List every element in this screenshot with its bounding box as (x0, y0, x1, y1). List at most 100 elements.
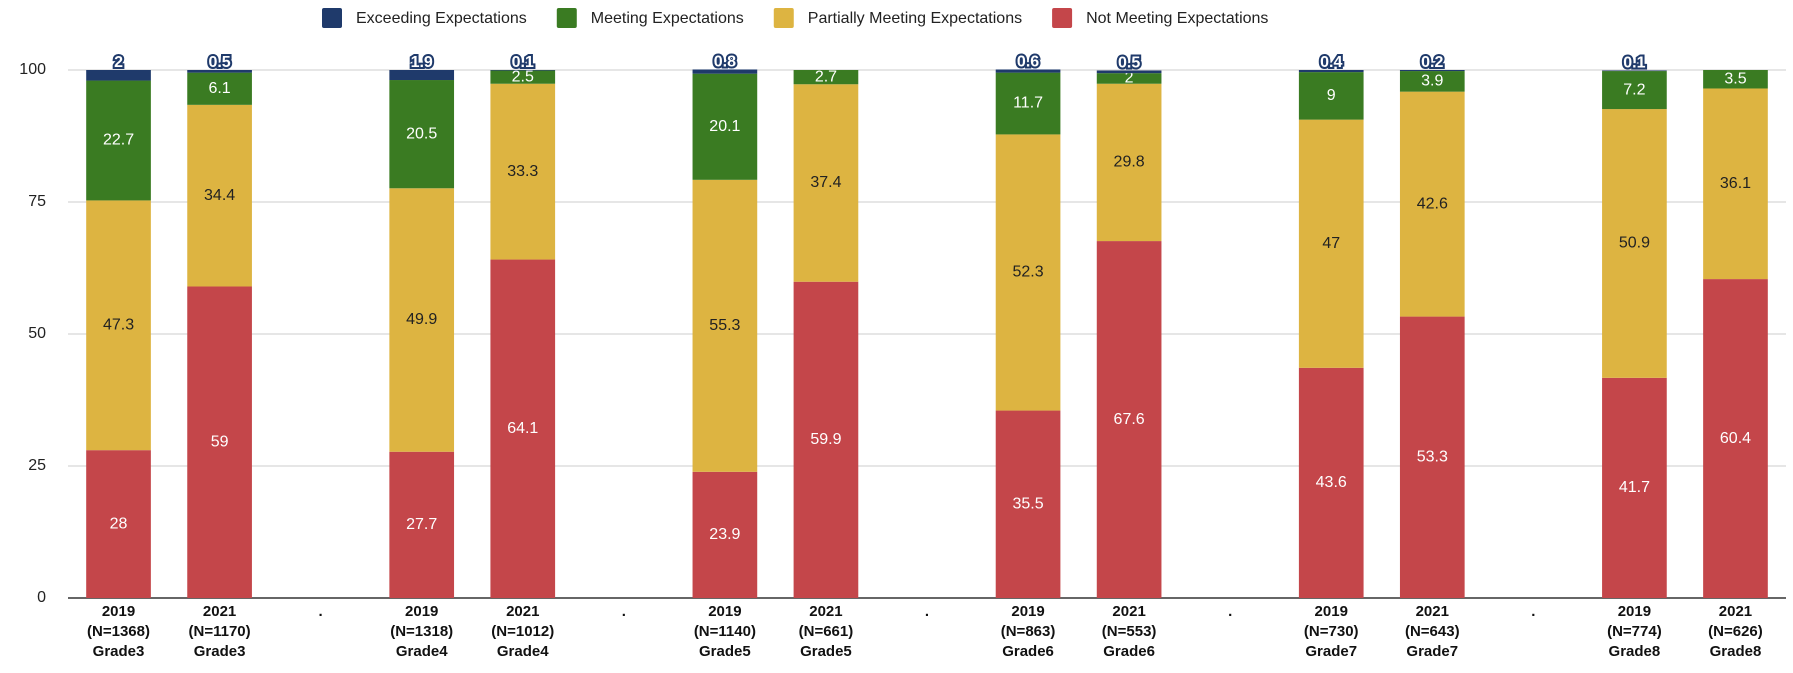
bar-segment (490, 83, 556, 260)
bar-segment (793, 281, 859, 598)
bar-segment (995, 134, 1061, 411)
bar-segment (692, 471, 758, 598)
bar-segment (1399, 316, 1465, 598)
data-label: 20.1 (709, 118, 740, 135)
legend-label: Meeting Expectations (591, 10, 744, 27)
x-tick-label: 2021 (N=626) Grade8 (1708, 603, 1763, 660)
data-label: 2.7 (815, 68, 837, 85)
bar-segment (692, 179, 758, 472)
data-label: 9 (1327, 87, 1336, 104)
y-tick-label: 100 (19, 61, 46, 78)
bar-segment (86, 200, 151, 451)
bar-segment (995, 410, 1061, 598)
legend-label: Partially Meeting Expectations (808, 10, 1022, 27)
data-label: 37.4 (810, 174, 841, 191)
data-label: 47 (1322, 235, 1340, 252)
data-label: 42.6 (1417, 195, 1448, 212)
x-tick-label: . (621, 603, 626, 620)
data-label: 59 (211, 433, 229, 450)
bar-segment (389, 451, 455, 598)
bar-segment (1399, 71, 1465, 92)
data-label: 0.5 (1118, 55, 1140, 72)
data-label: 27.7 (406, 516, 437, 533)
legend-label: Not Meeting Expectations (1086, 10, 1268, 27)
data-label: 28 (110, 515, 128, 532)
bar-segment (1298, 72, 1364, 120)
bar-segment (1399, 70, 1465, 72)
data-label: 11.7 (1013, 95, 1043, 112)
data-label: 29.8 (1114, 154, 1145, 171)
x-tick-label: 2021 (N=661) Grade5 (798, 603, 854, 660)
legend-label: Exceeding Expectations (356, 10, 527, 27)
bar-segment (86, 70, 151, 81)
x-tick-label: . (1228, 603, 1233, 620)
bar-segment (1602, 71, 1667, 110)
y-tick-label: 75 (28, 193, 46, 210)
bar-segment (1703, 279, 1768, 598)
bar-segment (692, 73, 758, 180)
data-label: 0.1 (1623, 55, 1645, 72)
x-tick-label: 2021 (N=1170) Grade3 (188, 603, 251, 660)
bar-segment (1298, 367, 1364, 598)
bar-segment (187, 286, 252, 598)
x-tick-label: 2019 (N=863) Grade6 (1000, 603, 1056, 660)
x-tick-label: . (924, 603, 930, 620)
data-label: 36.1 (1720, 175, 1751, 192)
data-label: 33.3 (507, 163, 538, 180)
bar-segment (995, 72, 1061, 135)
data-label: 43.6 (1316, 474, 1347, 491)
data-label: 50.9 (1619, 235, 1650, 252)
data-label: 53.3 (1417, 449, 1448, 466)
bar-segment (1096, 241, 1162, 598)
data-label: 7.2 (1623, 81, 1645, 98)
bar-segment (187, 70, 252, 73)
data-label: 2 (114, 54, 123, 71)
data-label: 0.2 (1421, 54, 1443, 71)
y-tick-label: 25 (28, 457, 46, 474)
data-label: 47.3 (103, 317, 134, 334)
y-tick-label: 50 (28, 325, 46, 342)
data-label: 6.1 (208, 80, 230, 97)
bar-segment (389, 70, 455, 81)
bar-segment (490, 70, 556, 71)
data-label: 67.6 (1114, 411, 1145, 428)
bar-segment (1096, 83, 1162, 242)
data-label: 0.6 (1017, 54, 1039, 71)
data-label: 2 (1125, 70, 1134, 87)
bar-segment (1096, 70, 1162, 74)
x-tick-label: . (318, 603, 323, 620)
data-label: 0.8 (714, 54, 736, 71)
bar-segment (1298, 119, 1364, 368)
x-tick-label: 2021 (N=643) Grade7 (1404, 603, 1460, 660)
data-label: 34.4 (204, 187, 235, 204)
bar-segment (490, 70, 556, 84)
legend-swatch (322, 8, 342, 28)
x-tick-label: 2021 (N=1012) Grade4 (491, 603, 555, 660)
x-tick-label: 2019 (N=1368) Grade3 (87, 603, 150, 660)
data-label: 41.7 (1619, 479, 1650, 496)
data-label: 2.5 (512, 68, 534, 85)
data-label: 3.5 (1724, 70, 1746, 87)
bar-segment (793, 84, 859, 282)
data-label: 60.4 (1720, 430, 1751, 447)
data-label: 35.5 (1012, 495, 1043, 512)
bar-segment (490, 259, 556, 598)
bar-segment (389, 80, 455, 189)
data-label: 64.1 (507, 420, 538, 437)
bar-segment (692, 69, 758, 74)
data-label: 22.7 (103, 132, 134, 149)
data-label: 49.9 (406, 311, 437, 328)
x-tick-label: 2019 (N=1318) Grade4 (390, 603, 454, 660)
bar-segment (1096, 73, 1162, 84)
bar-segment (86, 450, 151, 598)
data-label: 20.5 (406, 125, 437, 142)
legend-swatch (556, 8, 577, 28)
bar-segment (1298, 70, 1364, 73)
bar-segment (793, 70, 859, 85)
x-tick-label: 2019 (N=730) Grade7 (1303, 603, 1359, 660)
bar-segment (86, 80, 151, 201)
bar-segment (1602, 70, 1667, 72)
data-label: 0.4 (1320, 54, 1342, 71)
bar-segment (1399, 91, 1465, 317)
